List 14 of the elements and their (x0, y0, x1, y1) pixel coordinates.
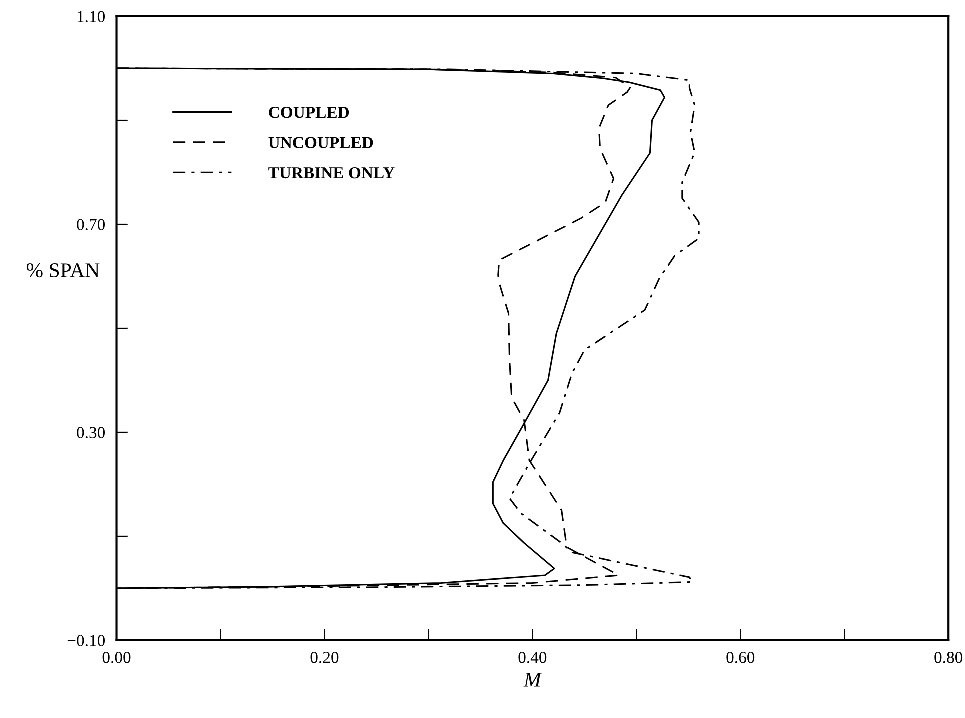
x-tick-label: 0.20 (310, 652, 339, 664)
legend-label: COUPLED (269, 107, 350, 118)
x-tick-label: 0.80 (934, 652, 963, 664)
y-axis-title: % SPAN (26, 263, 100, 278)
legend-label: UNCOUPLED (268, 137, 374, 148)
x-axis-title: M (524, 673, 542, 687)
y-tick-label: 0.70 (77, 219, 106, 231)
y-tick-label: −0.10 (68, 635, 106, 646)
x-tick-label: 0.60 (726, 652, 755, 664)
y-tick-label: 0.30 (77, 427, 106, 438)
legend-label: TURBINE ONLY (268, 167, 395, 179)
x-tick-label: 0.40 (518, 652, 547, 664)
y-tick-label: 1.10 (78, 11, 106, 23)
x-tick-label: 0.00 (102, 652, 131, 664)
